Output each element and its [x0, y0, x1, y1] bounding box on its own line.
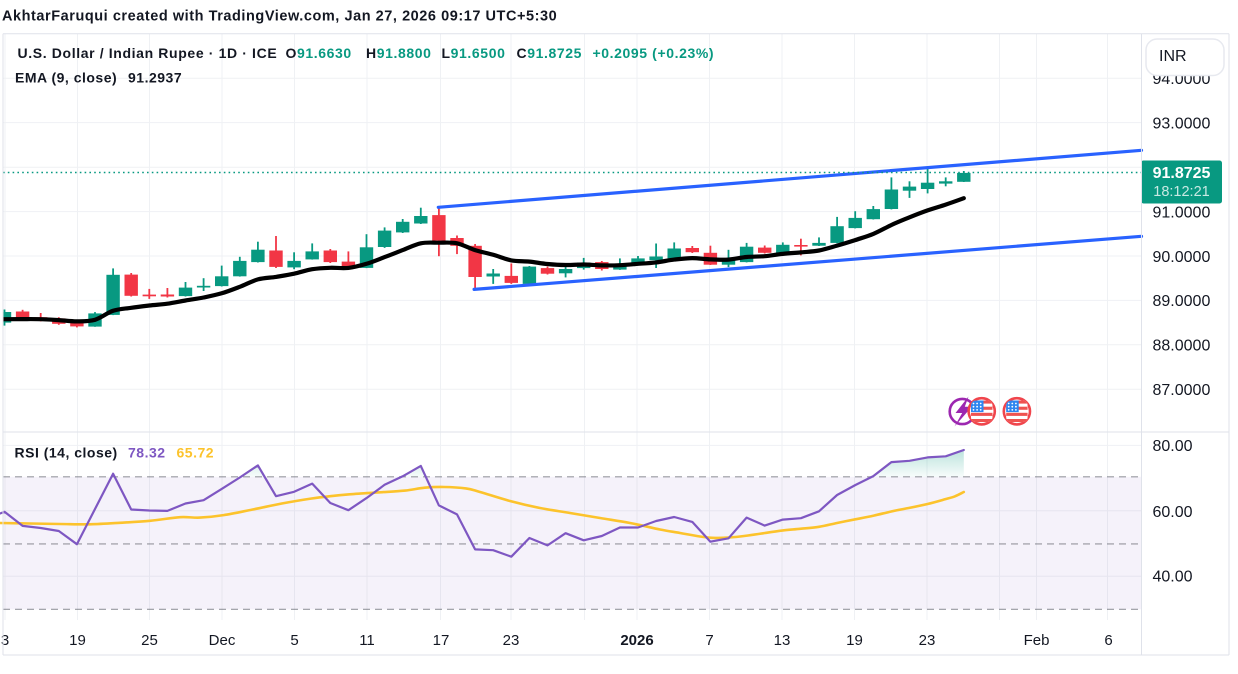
- svg-text:23: 23: [919, 632, 936, 649]
- svg-text:89.0000: 89.0000: [1153, 293, 1211, 310]
- svg-text:17: 17: [433, 632, 450, 649]
- svg-text:Dec: Dec: [209, 632, 236, 649]
- svg-text:5: 5: [290, 632, 298, 649]
- svg-text:7: 7: [705, 632, 713, 649]
- svg-text:23: 23: [503, 632, 520, 649]
- svg-text:11: 11: [359, 632, 375, 649]
- svg-text:U.S. Dollar / Indian Rupee · 1: U.S. Dollar / Indian Rupee · 1D · ICE O91…: [18, 45, 715, 61]
- svg-text:INR: INR: [1159, 48, 1187, 65]
- svg-text:18:12:21: 18:12:21: [1153, 184, 1209, 200]
- svg-text:25: 25: [141, 632, 158, 649]
- svg-text:19: 19: [846, 632, 863, 649]
- svg-text:93.0000: 93.0000: [1153, 115, 1211, 132]
- svg-text:80.00: 80.00: [1153, 438, 1193, 455]
- svg-text:87.0000: 87.0000: [1153, 382, 1211, 399]
- svg-text:40.00: 40.00: [1153, 569, 1193, 586]
- svg-text:88.0000: 88.0000: [1153, 338, 1211, 355]
- svg-text:Feb: Feb: [1024, 632, 1050, 649]
- svg-text:60.00: 60.00: [1153, 504, 1193, 521]
- svg-text:3: 3: [1, 632, 9, 649]
- svg-text:19: 19: [69, 632, 86, 649]
- svg-text:91.8725: 91.8725: [1153, 165, 1211, 182]
- svg-text:91.0000: 91.0000: [1153, 204, 1211, 221]
- svg-text:2026: 2026: [620, 632, 653, 649]
- svg-text:AkhtarFaruqui created with Tra: AkhtarFaruqui created with TradingView.c…: [2, 9, 557, 25]
- svg-text:13: 13: [774, 632, 791, 649]
- svg-text:90.0000: 90.0000: [1153, 249, 1211, 266]
- svg-text:6: 6: [1104, 632, 1112, 649]
- svg-text:EMA (9, close)91.2937: EMA (9, close) 91.2937: [15, 70, 182, 86]
